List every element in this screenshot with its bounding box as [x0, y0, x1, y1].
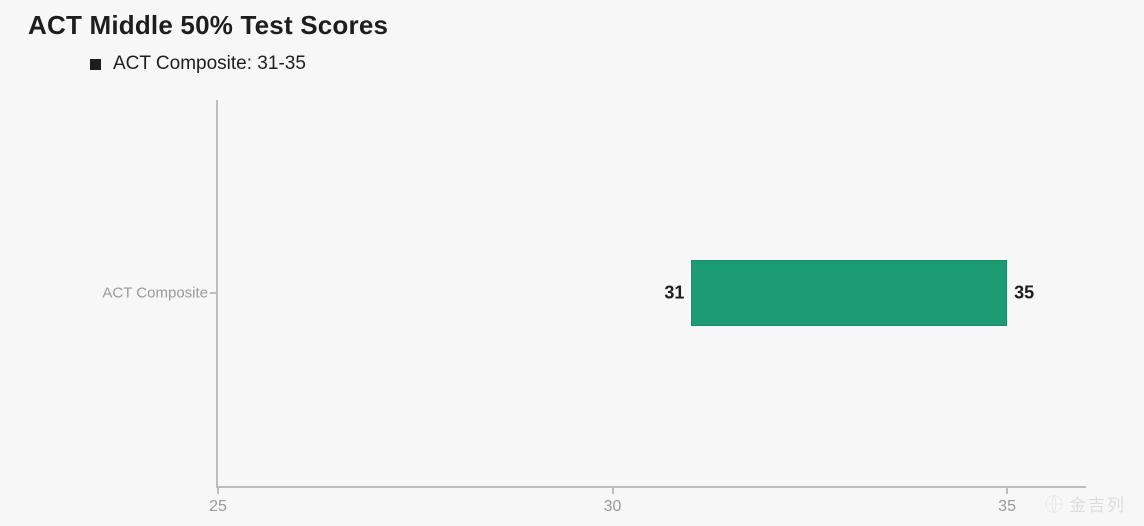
page-title: ACT Middle 50% Test Scores: [28, 10, 1144, 41]
bar-high-value: 35: [1014, 283, 1034, 304]
x-tick: [612, 486, 614, 494]
y-axis-category-label: ACT Composite: [102, 285, 208, 302]
y-tick: [210, 292, 218, 294]
x-tick: [1006, 486, 1008, 494]
x-tick-label: 25: [209, 498, 227, 516]
range-bar: 31 35: [691, 260, 1007, 326]
x-tick-label: 35: [998, 498, 1016, 516]
plot-area: ACT Composite 31 35 25 30 35: [216, 100, 1086, 488]
x-tick: [217, 486, 219, 494]
legend-label: ACT Composite: 31-35: [113, 53, 306, 75]
bar-low-value: 31: [664, 283, 684, 304]
chart: ACT Composite 31 35 25 30 35: [86, 100, 1086, 500]
legend: ACT Composite: 31-35: [90, 53, 1144, 75]
bar-row: 31 35: [218, 260, 1086, 326]
legend-marker: [90, 59, 101, 70]
x-tick-label: 30: [604, 498, 622, 516]
